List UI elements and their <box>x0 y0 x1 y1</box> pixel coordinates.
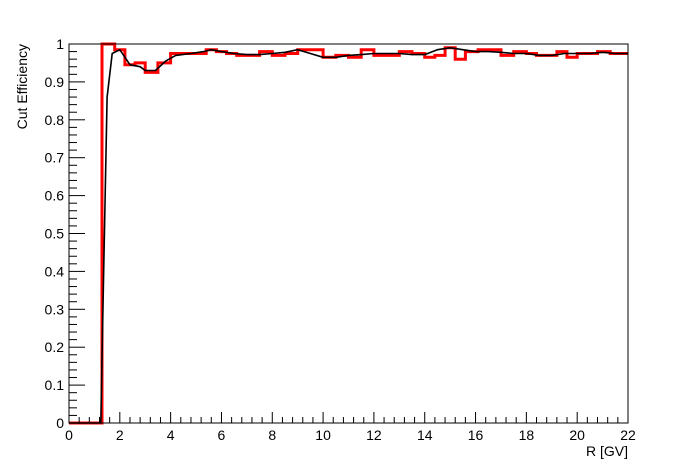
x-tick-label: 2 <box>116 427 124 443</box>
x-tick-label: 12 <box>366 427 382 443</box>
y-axis-title: Cut Efficiency <box>14 44 30 129</box>
y-tick-label: 0.4 <box>45 263 65 279</box>
y-tick-label: 0.1 <box>45 377 65 393</box>
plot-frame <box>68 43 629 424</box>
y-tick-label: 0.9 <box>45 74 65 90</box>
x-tick-label: 14 <box>417 427 433 443</box>
y-tick-label: 0.3 <box>45 301 65 317</box>
x-tick-label: 10 <box>315 427 331 443</box>
x-tick-label: 22 <box>620 427 636 443</box>
plot-series <box>69 42 628 425</box>
x-tick-label: 20 <box>569 427 585 443</box>
x-axis-title: R [GV] <box>586 443 628 459</box>
x-tick-label: 0 <box>65 427 73 443</box>
x-tick-label: 18 <box>519 427 535 443</box>
y-tick-label: 0 <box>56 415 64 431</box>
y-tick-label: 1 <box>56 36 64 52</box>
y-tick-label: 0.7 <box>45 150 65 166</box>
x-tick-label: 4 <box>167 427 175 443</box>
x-tick-label: 16 <box>468 427 484 443</box>
y-tick-label: 0.2 <box>45 339 65 355</box>
efficiency-curve-black <box>69 47 628 424</box>
y-tick-label: 0.8 <box>45 112 65 128</box>
y-tick-label: 0.6 <box>45 188 65 204</box>
axes: 0 2 4 6 8 10 12 14 16 18 20 22 0 0.1 0.2 0.3 0.4 0.5 0.6 0.… <box>45 36 636 443</box>
x-tick-label: 6 <box>218 427 226 443</box>
y-tick-label: 0.5 <box>45 226 65 242</box>
efficiency-histogram-red <box>69 42 628 425</box>
x-tick-label: 8 <box>268 427 276 443</box>
